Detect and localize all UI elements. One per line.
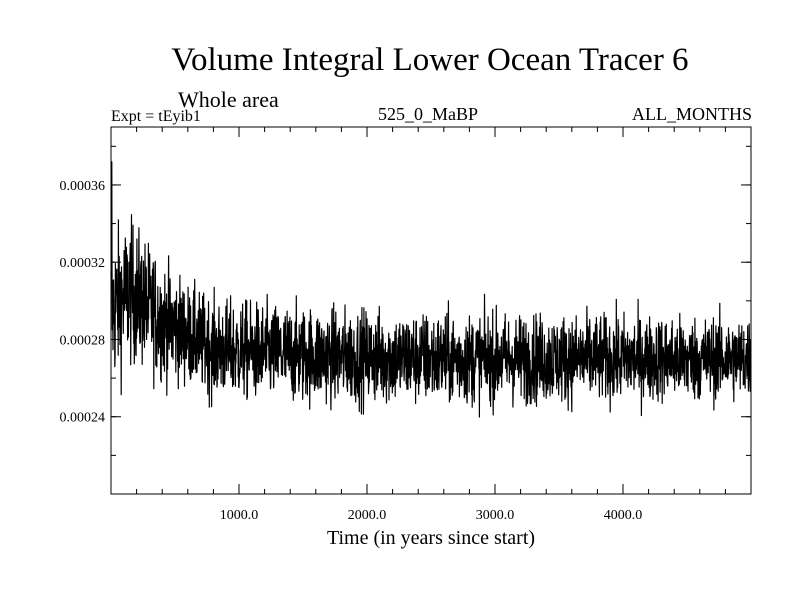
experiment-label: Expt = tEyib1 [111,108,201,125]
chart-title: Volume Integral Lower Ocean Tracer 6 [171,42,689,78]
chart-subtitle: Whole area [178,87,279,112]
x-tick-label: 4000.0 [604,508,643,523]
period-label: 525_0_MaBP [378,104,479,124]
x-tick-label: 2000.0 [348,508,387,523]
months-label: ALL_MONTHS [632,104,752,124]
data-series-line [110,161,752,418]
plot-frame [110,126,752,495]
x-tick-label: 1000.0 [220,508,259,523]
x-tick-label: 3000.0 [476,508,515,523]
y-tick-label: 0.00028 [60,333,106,348]
y-tick-label: 0.00036 [60,179,106,194]
x-axis-label: Time (in years since start) [326,527,536,549]
y-tick-label: 0.00032 [60,256,106,271]
y-tick-label: 0.00024 [60,411,106,426]
